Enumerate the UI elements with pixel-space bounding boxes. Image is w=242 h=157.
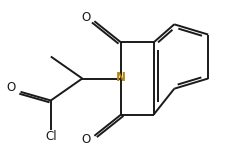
Text: N: N <box>116 71 126 84</box>
Text: O: O <box>81 133 91 146</box>
Text: O: O <box>81 11 91 24</box>
Text: O: O <box>6 81 15 94</box>
Text: Cl: Cl <box>45 130 57 143</box>
